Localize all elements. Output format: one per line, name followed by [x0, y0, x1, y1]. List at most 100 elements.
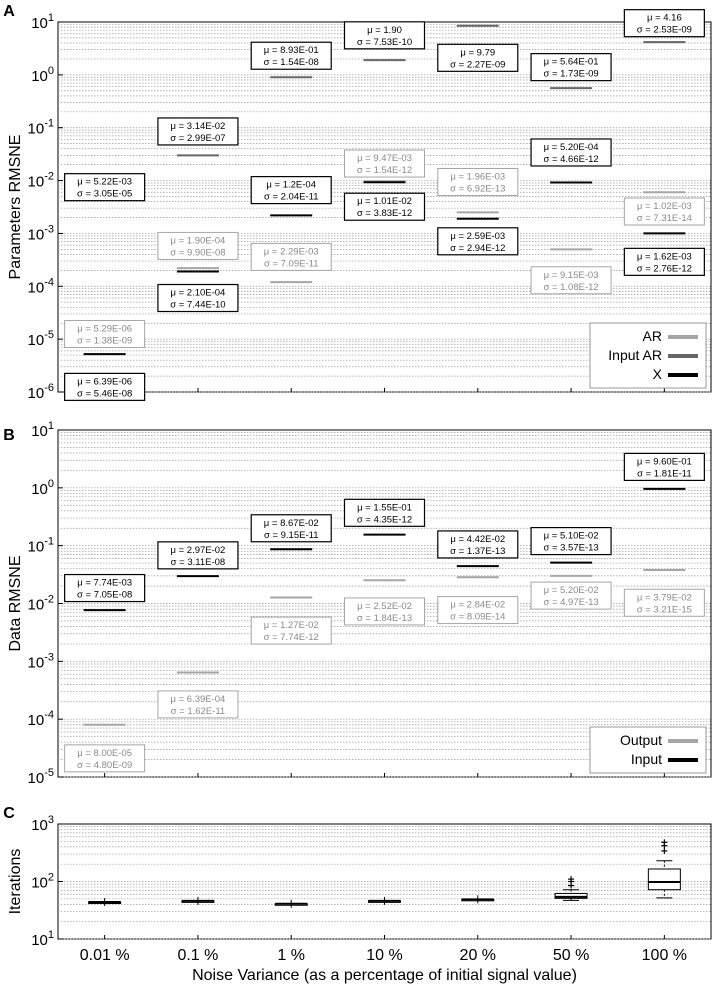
legend: Output Input — [589, 726, 707, 774]
annotation-sigma: σ = 7.05E-08 — [77, 590, 132, 601]
annotation-mu: μ = 9.79 — [460, 47, 495, 58]
y-tick-label: 10-4 — [28, 276, 54, 296]
annotation-sigma: σ = 2.04E-11 — [264, 192, 319, 203]
annotation-mu: μ = 4.16 — [647, 13, 682, 24]
y-tick-label: 10-4 — [28, 709, 54, 729]
annotation-box — [157, 690, 239, 719]
annotation-box — [623, 588, 705, 617]
x-tick-label: 10 % — [366, 947, 402, 964]
box-plot — [461, 895, 495, 904]
box-plot — [274, 899, 308, 908]
legend-label: Output — [620, 732, 662, 748]
annotations: μ = 5.22E-03σ = 3.05E-05μ = 5.29E-06σ = … — [64, 9, 705, 401]
legend-label: AR — [643, 328, 662, 344]
annotation-mu: μ = 1.62E-03 — [637, 251, 692, 262]
panel-b-data-rmsne: 10-5 10-4 10-3 10-2 10-1 100 101 B Data RMSNE μ =… — [3, 420, 712, 787]
annotation-box — [157, 541, 239, 570]
annotation-sigma: σ = 9.15E-11 — [264, 530, 319, 541]
annotation-mu: μ = 7.74E-03 — [77, 578, 132, 589]
x-axis-label: Noise Variance (as a percentage of initi… — [192, 967, 577, 984]
y-tick-label: 101 — [31, 929, 54, 949]
stat-annotation: μ = 2.29E-03σ = 7.09E-11 — [250, 242, 332, 271]
marks — [83, 24, 686, 356]
annotation-sigma: σ = 1.38E-09 — [77, 336, 132, 347]
annotation-sigma: σ = 4.80E-09 — [77, 760, 132, 771]
annotation-sigma: σ = 4.35E-12 — [357, 514, 412, 525]
annotation-box — [64, 173, 146, 202]
annotation-sigma: σ = 1.73E-09 — [543, 69, 598, 80]
y-tick-label: 10-3 — [28, 223, 54, 243]
stat-annotation: μ = 4.16σ = 2.53E-09 — [623, 9, 705, 38]
annotation-sigma: σ = 1.84E-13 — [357, 613, 412, 624]
stat-annotation: μ = 1.01E-02σ = 3.83E-12 — [343, 192, 426, 221]
stat-annotation: μ = 8.67E-02σ = 9.15E-11 — [250, 514, 332, 543]
stat-annotation: μ = 2.10E-04σ = 7.44E-10 — [157, 283, 239, 313]
annotation-sigma: σ = 3.57E-13 — [543, 543, 598, 554]
panel-c-iterations: 101 102 103 C Iterations 0.01 % 0.1 % 1 % 10 % 20… — [3, 805, 712, 984]
annotation-mu: μ = 5.20E-04 — [544, 142, 599, 153]
x-tick-label: 1 % — [277, 947, 305, 964]
stat-annotation: μ = 1.90σ = 7.53E-10 — [343, 21, 426, 50]
stat-annotation: μ = 6.39E-06σ = 5.46E-08 — [64, 372, 146, 401]
annotation-mu: μ = 1.55E-01 — [357, 502, 412, 513]
annotation-sigma: σ = 1.37E-13 — [450, 546, 505, 557]
box-plot — [368, 896, 401, 905]
stat-annotation: μ = 2.59E-03σ = 2.94E-12 — [437, 227, 519, 256]
annotation-sigma: σ = 5.46E-08 — [77, 388, 132, 399]
annotation-box — [530, 526, 612, 556]
annotation-box — [343, 498, 426, 527]
stat-annotation: μ = 5.20E-04σ = 4.66E-12 — [530, 138, 612, 167]
stat-annotation: μ = 5.20E-02σ = 4.97E-13 — [530, 581, 612, 610]
annotation-sigma: σ = 4.97E-13 — [543, 597, 598, 608]
y-tick-label: 100 — [31, 478, 54, 498]
annotation-sigma: σ = 2.99E-07 — [170, 133, 225, 144]
annotation-mu: μ = 5.20E-02 — [544, 585, 599, 596]
annotation-box — [250, 514, 332, 543]
annotation-sigma: σ = 7.31E-14 — [637, 213, 692, 224]
annotation-box — [437, 596, 519, 625]
annotation-sigma: σ = 2.76E-12 — [637, 263, 692, 274]
stat-annotation: μ = 5.29E-06σ = 1.38E-09 — [64, 320, 146, 349]
annotation-box — [250, 41, 332, 70]
annotation-sigma: σ = 7.09E-11 — [264, 258, 319, 269]
annotation-mu: μ = 5.29E-06 — [77, 324, 132, 335]
annotation-mu: μ = 1.90 — [367, 25, 402, 36]
annotation-box — [343, 192, 426, 221]
stat-annotation: μ = 1.55E-01σ = 4.35E-12 — [343, 498, 426, 527]
stat-annotation: μ = 1.02E-03σ = 7.31E-14 — [623, 197, 705, 226]
annotation-mu: μ = 2.52E-02 — [357, 601, 412, 612]
stat-annotation: μ = 8.00E-05σ = 4.80E-09 — [64, 744, 146, 773]
stat-annotation: μ = 9.47E-03σ = 1.54E-12 — [344, 149, 425, 178]
y-tick-label: 10-5 — [28, 329, 54, 349]
annotation-sigma: σ = 1.54E-12 — [357, 165, 412, 176]
annotation-box — [530, 53, 612, 82]
annotation-mu: μ = 3.79E-02 — [637, 592, 692, 603]
y-tick-label: 102 — [31, 872, 54, 892]
annotation-mu: μ = 2.97E-02 — [170, 545, 225, 556]
grid — [58, 826, 711, 940]
annotation-box — [530, 266, 612, 295]
legend-box — [589, 726, 707, 774]
iqr-box — [647, 868, 681, 891]
annotation-box — [157, 283, 239, 313]
stat-annotation: μ = 8.93E-01σ = 1.54E-08 — [250, 41, 332, 70]
annotation-box — [437, 530, 519, 559]
annotation-box — [157, 231, 239, 260]
annotation-sigma: σ = 2.94E-12 — [450, 243, 505, 254]
panel-letter: B — [3, 427, 15, 444]
annotation-box — [64, 372, 146, 401]
stat-annotation: μ = 3.14E-02σ = 2.99E-07 — [157, 117, 239, 146]
annotation-box — [250, 242, 332, 271]
boxes — [88, 839, 681, 908]
annotation-box — [623, 247, 705, 276]
annotation-mu: μ = 9.15E-03 — [544, 270, 599, 281]
annotation-sigma: σ = 3.21E-15 — [637, 604, 692, 615]
annotation-sigma: σ = 2.27E-09 — [450, 59, 505, 70]
annotation-sigma: σ = 7.74E-12 — [264, 632, 319, 643]
stat-annotation: μ = 1.96E-03σ = 6.92E-13 — [437, 167, 519, 196]
annotation-box — [344, 597, 425, 626]
stat-annotation: μ = 6.39E-04σ = 1.62E-11 — [157, 690, 239, 719]
stat-annotation: μ = 9.60E-01σ = 1.81E-11 — [623, 452, 705, 482]
y-axis-label: Parameters RMSNE — [7, 135, 24, 280]
